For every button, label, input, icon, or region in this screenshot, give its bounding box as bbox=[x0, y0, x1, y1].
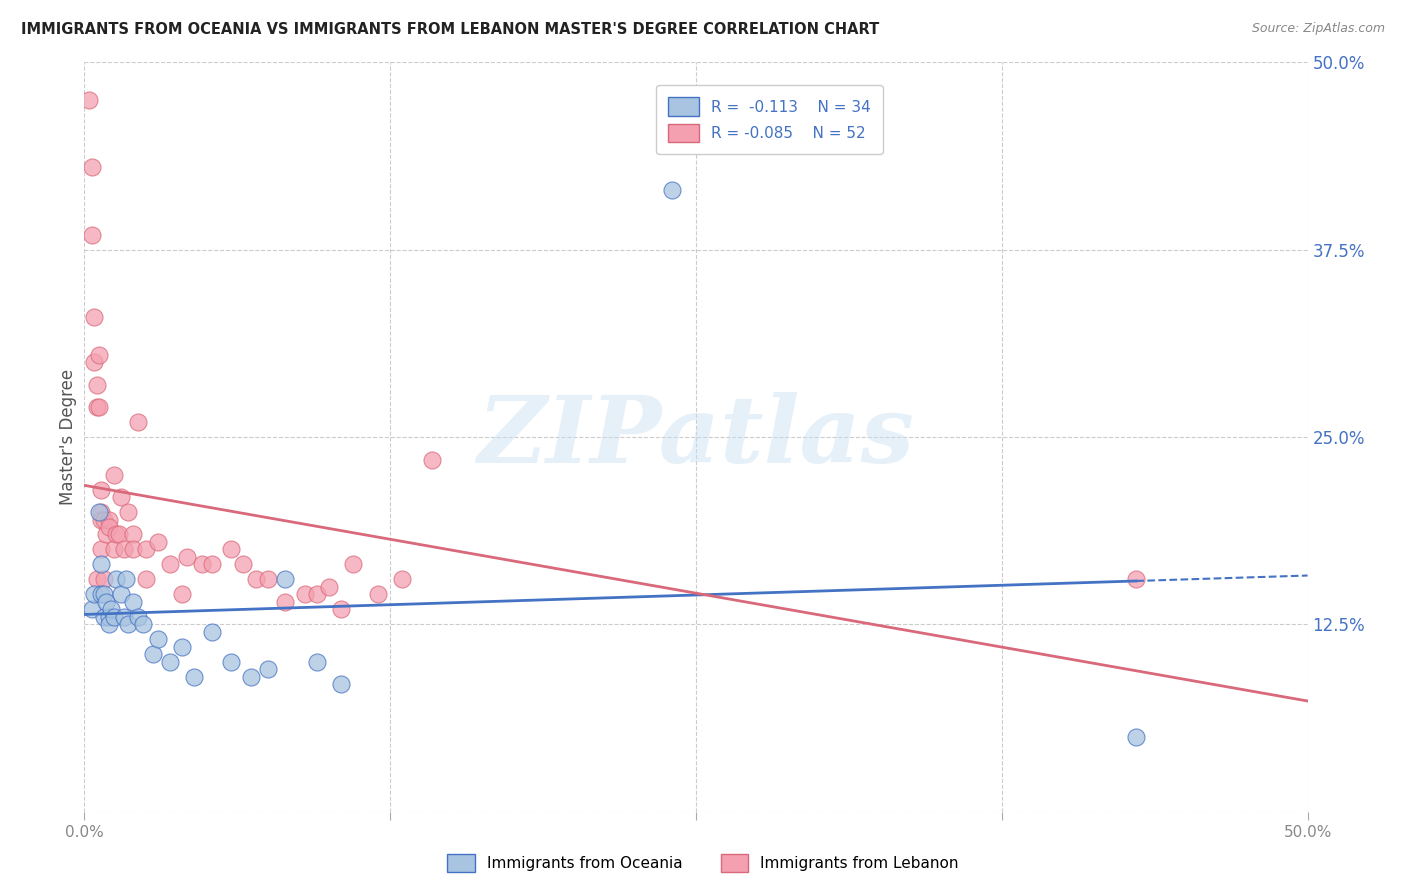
Y-axis label: Master's Degree: Master's Degree bbox=[59, 369, 77, 505]
Point bbox=[191, 558, 214, 572]
Point bbox=[420, 452, 443, 467]
Point bbox=[93, 573, 115, 587]
Point bbox=[330, 677, 353, 691]
Point bbox=[97, 610, 120, 624]
Point bbox=[90, 483, 112, 497]
Point bbox=[391, 573, 413, 587]
Point bbox=[117, 617, 139, 632]
Text: ZIPatlas: ZIPatlas bbox=[478, 392, 914, 482]
Point bbox=[122, 527, 145, 541]
Point bbox=[90, 558, 112, 572]
Point bbox=[86, 400, 108, 414]
Point bbox=[146, 535, 169, 549]
Point bbox=[172, 587, 194, 601]
Point bbox=[132, 617, 155, 632]
Point bbox=[200, 624, 222, 639]
Point bbox=[305, 655, 328, 669]
Point bbox=[97, 617, 120, 632]
Point bbox=[87, 505, 110, 519]
Point bbox=[110, 490, 132, 504]
Point bbox=[183, 670, 205, 684]
Point bbox=[97, 520, 120, 534]
Point bbox=[96, 527, 118, 541]
Point bbox=[83, 310, 105, 325]
Point bbox=[90, 505, 112, 519]
Point bbox=[142, 648, 165, 662]
Point bbox=[1125, 730, 1147, 744]
Point bbox=[318, 580, 340, 594]
Point bbox=[90, 542, 112, 557]
Point bbox=[110, 587, 132, 601]
Point bbox=[80, 602, 103, 616]
Point bbox=[172, 640, 194, 654]
Point bbox=[105, 527, 128, 541]
Point bbox=[103, 467, 125, 482]
Point bbox=[83, 587, 105, 601]
Point bbox=[127, 415, 149, 429]
Point bbox=[294, 587, 316, 601]
Point bbox=[86, 573, 108, 587]
Point bbox=[661, 183, 683, 197]
Point bbox=[93, 587, 115, 601]
Point bbox=[80, 161, 103, 175]
Point bbox=[1125, 573, 1147, 587]
Point bbox=[330, 602, 353, 616]
Point bbox=[103, 542, 125, 557]
Point bbox=[342, 558, 364, 572]
Point bbox=[219, 542, 242, 557]
Point bbox=[87, 348, 110, 362]
Legend: Immigrants from Oceania, Immigrants from Lebanon: Immigrants from Oceania, Immigrants from… bbox=[440, 846, 966, 880]
Point bbox=[117, 505, 139, 519]
Point bbox=[274, 573, 297, 587]
Point bbox=[159, 558, 181, 572]
Text: IMMIGRANTS FROM OCEANIA VS IMMIGRANTS FROM LEBANON MASTER'S DEGREE CORRELATION C: IMMIGRANTS FROM OCEANIA VS IMMIGRANTS FR… bbox=[21, 22, 879, 37]
Point bbox=[146, 632, 169, 647]
Point bbox=[274, 595, 297, 609]
Point bbox=[232, 558, 254, 572]
Point bbox=[245, 573, 267, 587]
Point bbox=[100, 602, 122, 616]
Point bbox=[112, 542, 135, 557]
Point bbox=[83, 355, 105, 369]
Point bbox=[96, 595, 118, 609]
Point bbox=[135, 573, 157, 587]
Point bbox=[115, 573, 138, 587]
Point bbox=[176, 549, 198, 564]
Point bbox=[122, 595, 145, 609]
Point bbox=[112, 610, 135, 624]
Point bbox=[107, 527, 129, 541]
Point bbox=[105, 573, 128, 587]
Point bbox=[86, 377, 108, 392]
Point bbox=[305, 587, 328, 601]
Point bbox=[80, 227, 103, 242]
Point bbox=[135, 542, 157, 557]
Point bbox=[93, 512, 115, 526]
Point bbox=[200, 558, 222, 572]
Point bbox=[103, 610, 125, 624]
Point bbox=[367, 587, 389, 601]
Point bbox=[87, 400, 110, 414]
Point bbox=[239, 670, 262, 684]
Point bbox=[159, 655, 181, 669]
Point bbox=[90, 587, 112, 601]
Text: Source: ZipAtlas.com: Source: ZipAtlas.com bbox=[1251, 22, 1385, 36]
Point bbox=[97, 512, 120, 526]
Point bbox=[90, 512, 112, 526]
Point bbox=[257, 573, 280, 587]
Point bbox=[219, 655, 242, 669]
Point bbox=[257, 662, 280, 676]
Legend: R =  -0.113    N = 34, R = -0.085    N = 52: R = -0.113 N = 34, R = -0.085 N = 52 bbox=[655, 85, 883, 154]
Point bbox=[77, 93, 100, 107]
Point bbox=[93, 610, 115, 624]
Point bbox=[127, 610, 149, 624]
Point bbox=[122, 542, 145, 557]
